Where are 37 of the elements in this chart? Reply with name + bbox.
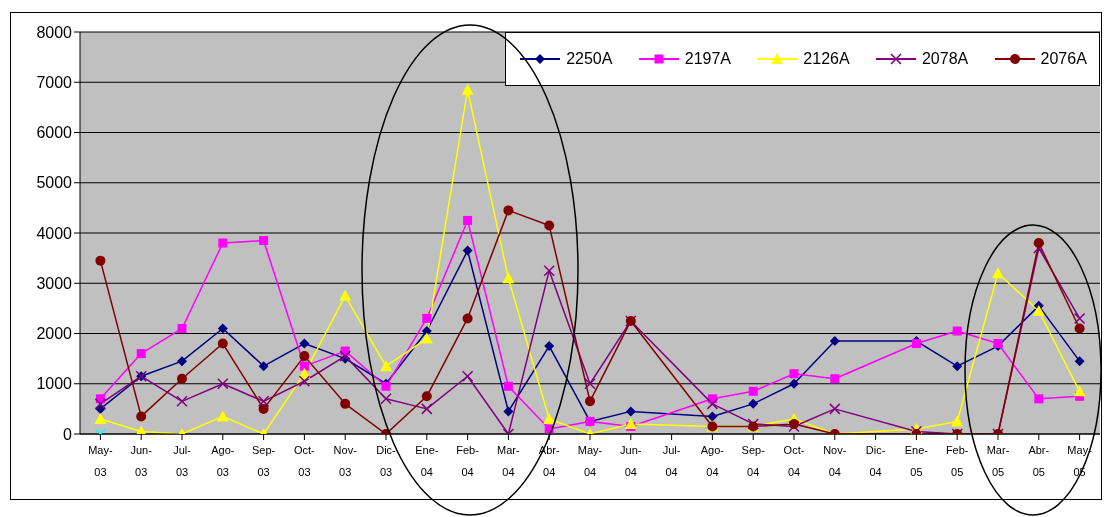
legend-label: 2078A — [921, 50, 969, 68]
y-tick-label: 8000 — [36, 23, 73, 41]
x-tick-label: Nov-03 — [333, 444, 358, 478]
x-tick-label: Jul-03 — [173, 444, 192, 478]
y-tick-label: 0 — [63, 425, 73, 443]
x-tick-label: Jul-04 — [662, 444, 681, 478]
x-tick-label: Dic-03 — [376, 444, 397, 478]
y-tick-label: 2000 — [36, 325, 73, 343]
x-tick-label: Ago-03 — [211, 444, 235, 478]
x-tick-label: Feb-05 — [945, 444, 969, 478]
legend-label: 2126A — [803, 50, 850, 68]
legend-label: 2250A — [566, 50, 613, 68]
x-tick-label: Ago-04 — [700, 444, 725, 478]
y-tick-label: 6000 — [36, 124, 73, 142]
x-tick-label: Mar-05 — [986, 444, 1010, 478]
y-tick-label: 4000 — [36, 224, 73, 242]
y-tick-label: 7000 — [36, 73, 73, 91]
x-tick-label: Sep-04 — [741, 444, 766, 478]
x-tick-label: Ene-05 — [904, 444, 929, 478]
x-tick-label: Oct-04 — [783, 444, 805, 478]
x-tick-label: Sep-03 — [251, 444, 276, 478]
x-tick-label: Jun-03 — [130, 444, 153, 478]
legend-label: 2076A — [1040, 50, 1087, 68]
x-tick-label: Feb-04 — [456, 444, 480, 478]
x-tick-label: Abr-05 — [1028, 444, 1050, 478]
x-tick-label: May-04 — [577, 444, 603, 478]
y-tick-label: 5000 — [36, 174, 73, 192]
y-tick-label: 3000 — [36, 274, 73, 292]
x-tick-label: May-03 — [88, 444, 113, 478]
x-tick-label: Ene-04 — [415, 444, 439, 478]
x-tick-label: Dic-04 — [865, 444, 886, 478]
legend-label: 2197A — [684, 50, 732, 68]
x-tick-label: Jun-04 — [620, 444, 642, 478]
y-tick-label: 1000 — [36, 375, 73, 393]
x-tick-label: Mar-04 — [497, 444, 521, 478]
x-tick-label: Oct-03 — [294, 444, 316, 478]
x-tick-label: Nov-04 — [823, 444, 847, 478]
